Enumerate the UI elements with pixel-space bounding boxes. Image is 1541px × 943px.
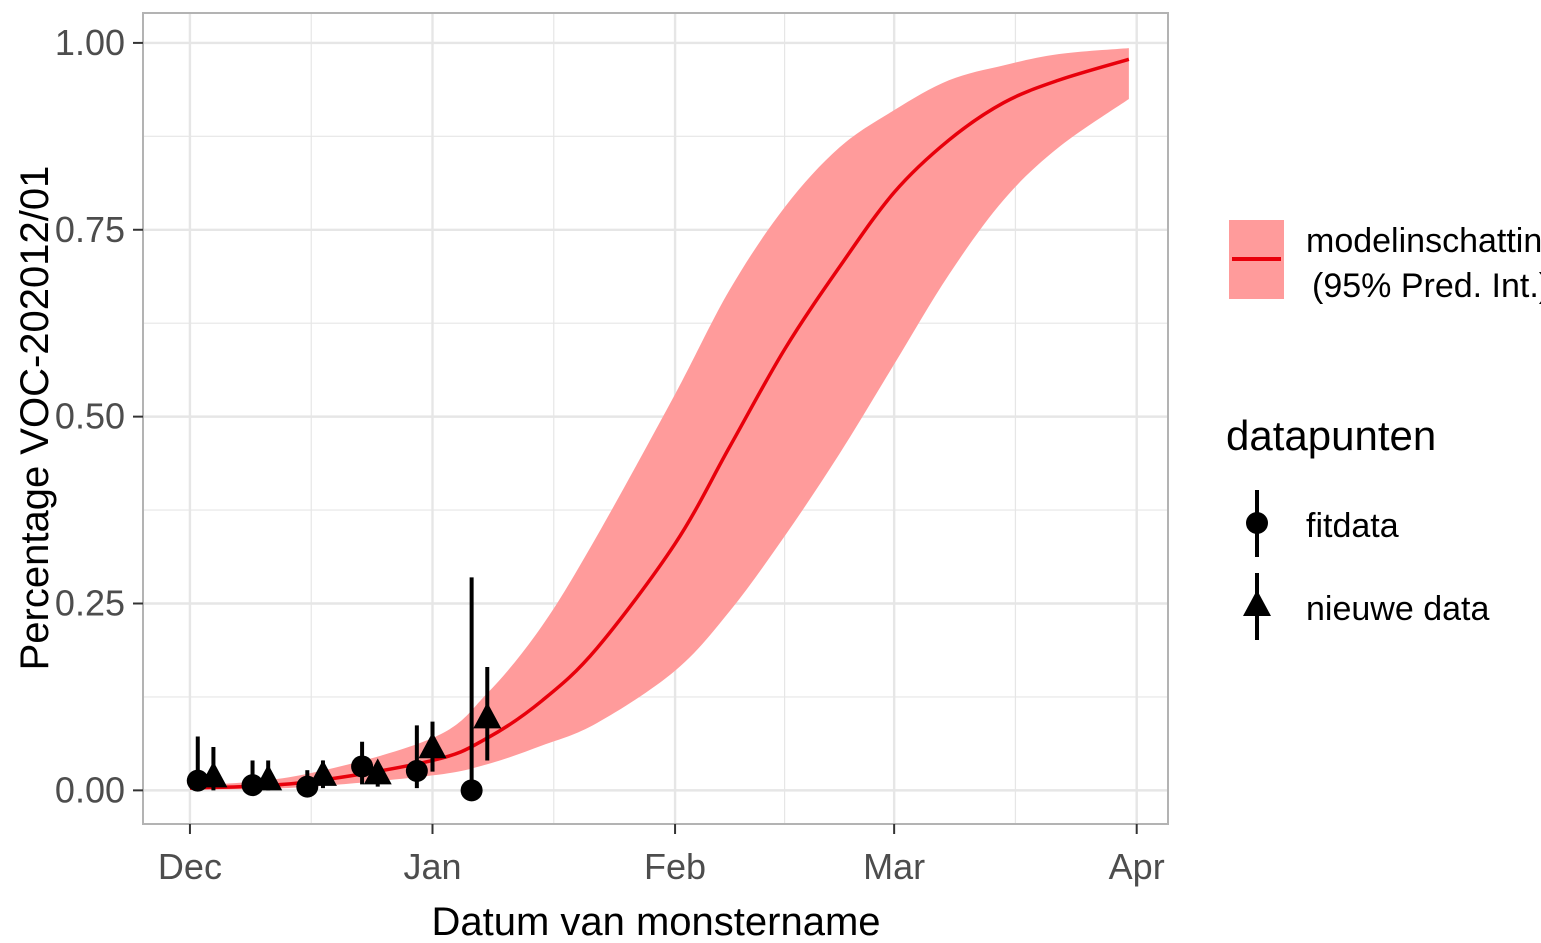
- data-points-layer: [186, 577, 502, 802]
- y-tick-label: 0.50: [55, 396, 125, 437]
- legend: modelinschatting (95% Pred. Int.) datapu…: [1226, 220, 1541, 640]
- y-tick-label: 0.75: [55, 209, 125, 250]
- y-tick-label: 0.00: [55, 769, 125, 810]
- x-axis-title: Datum van monstername: [431, 900, 880, 943]
- grid-lines: [143, 13, 1168, 824]
- legend-band-label-line1: modelinschatting: [1306, 222, 1541, 260]
- prediction-band: [189, 48, 1129, 790]
- x-tick-label: Mar: [863, 846, 925, 887]
- nieuwe-data-point: [308, 759, 337, 786]
- legend-new-label: nieuwe data: [1306, 590, 1489, 628]
- legend-fit-label: fitdata: [1306, 507, 1399, 545]
- fitdata-point: [460, 779, 483, 802]
- nieuwe-data-point: [418, 732, 447, 759]
- fitdata-point: [241, 774, 264, 797]
- y-tick-label: 1.00: [55, 22, 125, 63]
- legend-band-label-line2: (95% Pred. Int.): [1312, 267, 1541, 305]
- nieuwe-data-point: [473, 702, 502, 729]
- prediction-band-layer: [189, 48, 1129, 790]
- x-tick-label: Apr: [1109, 846, 1165, 887]
- panel-border: [142, 12, 1169, 825]
- legend-points-title: datapunten: [1226, 412, 1436, 459]
- y-axis-title: Percentage VOC-202012/01: [13, 166, 57, 671]
- legend-new-marker: [1243, 590, 1271, 616]
- fitdata-point: [351, 755, 374, 778]
- y-tick-label: 0.25: [55, 582, 125, 623]
- legend-fit-marker: [1246, 512, 1268, 534]
- nieuwe-data-point: [199, 761, 228, 788]
- nieuwe-data-point: [254, 764, 283, 791]
- x-tick-label: Feb: [644, 846, 706, 887]
- x-tick-label: Jan: [403, 846, 461, 887]
- x-tick-label: Dec: [158, 846, 222, 887]
- fitdata-point: [405, 759, 428, 782]
- nieuwe-data-point: [363, 758, 392, 785]
- axis-ticks: 0.00 0.25 0.50 0.75 1.00 Dec Jan Feb Mar Apr: [55, 22, 1165, 887]
